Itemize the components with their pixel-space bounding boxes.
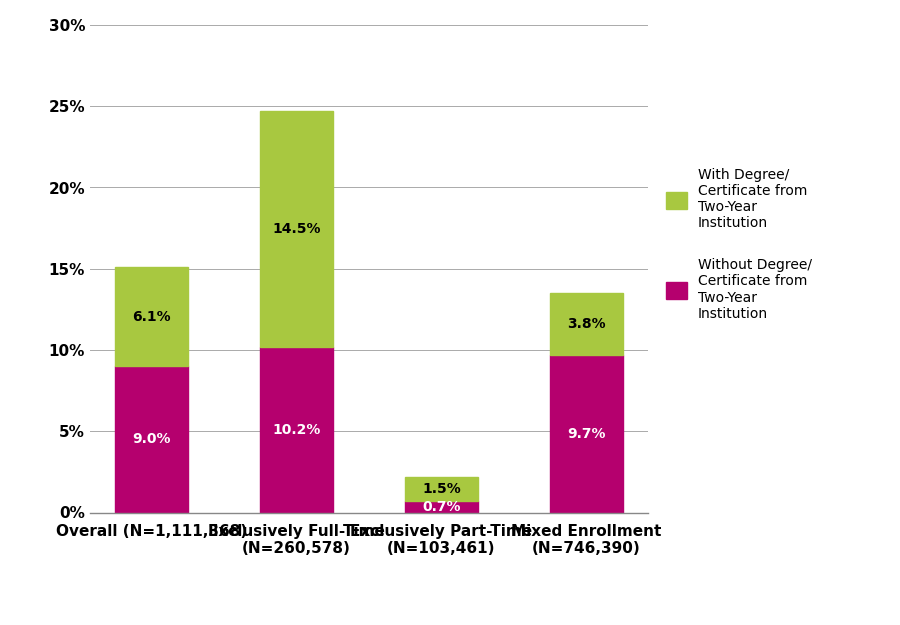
Text: 9.7%: 9.7% bbox=[567, 427, 606, 441]
Bar bbox=[115, 366, 188, 512]
Text: 6.1%: 6.1% bbox=[132, 309, 171, 324]
Bar bbox=[405, 477, 478, 501]
Bar bbox=[550, 293, 623, 355]
Bar bbox=[550, 355, 623, 512]
Text: 10.2%: 10.2% bbox=[273, 422, 320, 437]
Bar bbox=[260, 111, 333, 347]
Bar bbox=[405, 501, 478, 512]
Legend: With Degree/
Certificate from
Two-Year
Institution, Without Degree/
Certificate : With Degree/ Certificate from Two-Year I… bbox=[666, 168, 812, 321]
Bar bbox=[115, 267, 188, 366]
Text: 9.0%: 9.0% bbox=[132, 432, 171, 446]
Text: 14.5%: 14.5% bbox=[273, 222, 320, 236]
Text: 1.5%: 1.5% bbox=[422, 482, 461, 496]
Text: 0.7%: 0.7% bbox=[422, 500, 461, 514]
Bar bbox=[260, 347, 333, 512]
Text: 3.8%: 3.8% bbox=[567, 317, 606, 331]
